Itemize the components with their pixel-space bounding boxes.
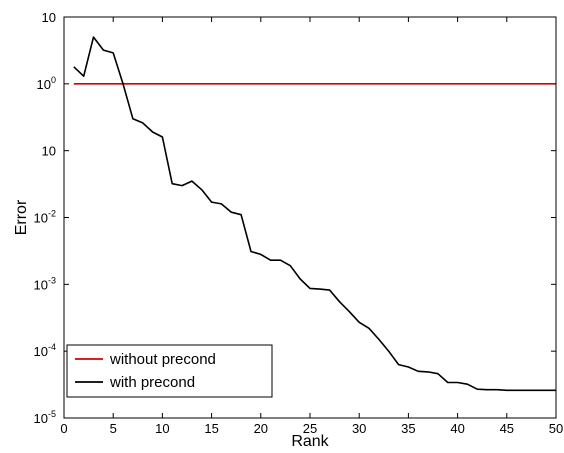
series-line-1	[73, 36, 556, 392]
x-tick-label: 5	[110, 421, 117, 436]
x-tick-labels: 0 5 10 15 20 25 30 35 40 45 50	[60, 421, 563, 436]
legend-label: without precond	[109, 351, 216, 368]
x-tick-label: 10	[155, 421, 169, 436]
legend-box	[66, 344, 273, 398]
x-tick-label: 0	[60, 421, 67, 436]
x-tick-label: 45	[500, 421, 514, 436]
x-axis-title: Rank	[291, 433, 329, 450]
x-tick-label: 30	[352, 421, 366, 436]
series-lines	[73, 36, 556, 392]
y-tick-label: 10-4	[34, 342, 56, 359]
plot-area-frame	[63, 16, 557, 419]
x-tick-label: 40	[450, 421, 464, 436]
legend: without precond with precond	[66, 344, 273, 398]
y-tick-label: 10-3	[34, 275, 56, 292]
y-tick-label: 10	[42, 10, 56, 25]
y-tick-labels: 10 100 10 10-2 10-3 10-4 10-5	[34, 10, 56, 426]
y-tick-label: 100	[37, 75, 56, 92]
x-tick-label: 25	[303, 421, 317, 436]
x-tick-label: 35	[401, 421, 415, 436]
y-axis-title: Error	[13, 199, 30, 235]
x-tick-label: 15	[204, 421, 218, 436]
y-tick-label: 10-5	[34, 409, 56, 426]
x-tick-label: 50	[549, 421, 563, 436]
legend-label: with precond	[109, 374, 195, 391]
y-tick-label: 10	[42, 144, 56, 159]
y-tick-label: 10-2	[34, 209, 56, 226]
x-tick-label: 20	[254, 421, 268, 436]
